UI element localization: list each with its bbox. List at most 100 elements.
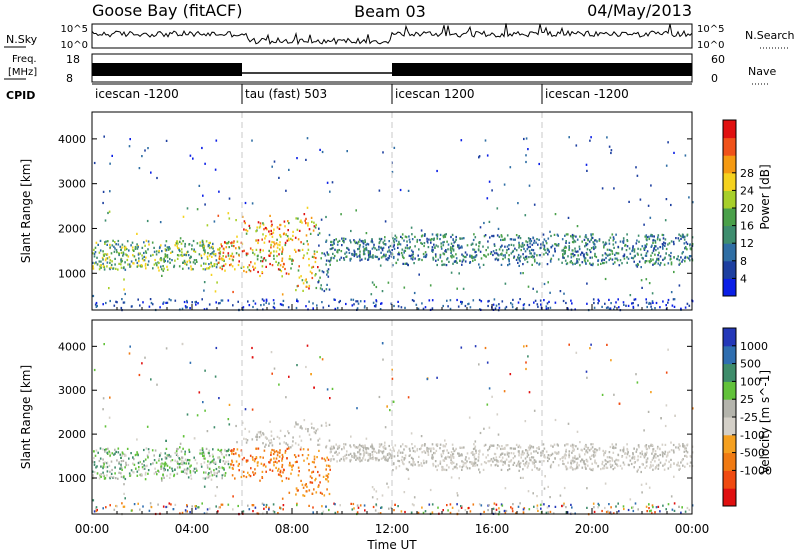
power-cell-1898 <box>182 261 184 264</box>
velocity-cell-1459 <box>403 448 405 451</box>
power-cell-1208 <box>565 240 567 243</box>
power-cell-695 <box>376 255 379 259</box>
power-cell-74 <box>306 240 308 243</box>
power-cell-953 <box>584 257 586 260</box>
velocity-cell-1935 <box>123 475 125 478</box>
velocity-cell-1239 <box>147 448 150 451</box>
velocity-cell-1542 <box>688 508 691 511</box>
velocity-cell-918 <box>107 447 109 450</box>
velocity-cell-1985 <box>636 448 638 451</box>
velocity-cell-817 <box>228 454 230 457</box>
power-cell-1126 <box>304 279 307 282</box>
velocity-cell-1252 <box>392 446 394 449</box>
velocity-cell-567 <box>689 465 691 468</box>
velocity-cell-1933 <box>161 458 163 461</box>
velocity-cell-2083 <box>499 453 502 456</box>
velocity-cell-1184 <box>518 444 521 447</box>
velocity-cell-111 <box>601 463 603 466</box>
velocity-cell-393 <box>275 466 277 469</box>
power-cell-1161 <box>369 252 371 255</box>
velocity-cell-2116 <box>394 503 396 506</box>
power-cell-583 <box>392 239 395 242</box>
velocity-cell-1417 <box>664 450 667 453</box>
velocity-cell-641 <box>283 441 285 444</box>
power-cell-756 <box>101 256 104 259</box>
velocity-cell-247 <box>488 460 490 463</box>
velocity-cell-1008 <box>227 503 230 506</box>
power-cell-120 <box>650 245 653 248</box>
velocity-cell-459 <box>581 449 583 452</box>
cpid-segment-1: tau (fast) 503 <box>245 87 327 101</box>
power-cell-1930 <box>181 254 183 257</box>
power-cell-189 <box>563 250 565 253</box>
power-cell-1108 <box>531 254 534 257</box>
power-cell-14 <box>318 227 320 230</box>
power-cell-1395 <box>497 259 499 262</box>
velocity-cell-653 <box>610 359 612 362</box>
power-cell-1917 <box>352 253 354 256</box>
velocity-cell-753 <box>100 465 102 468</box>
velocity-cell-555 <box>563 463 565 466</box>
power-cell-2034 <box>533 301 535 304</box>
power-cell-792 <box>618 306 620 309</box>
velocity-cell-1206 <box>390 457 393 460</box>
power-cell-643 <box>166 256 169 259</box>
velocity-cell-1590 <box>635 373 637 376</box>
velocity-cell-2001 <box>182 447 184 450</box>
velocity-cell-559 <box>313 461 315 464</box>
velocity-cell-1176 <box>245 438 247 441</box>
power-cell-1101 <box>643 223 645 226</box>
power-cell-2086 <box>585 252 588 256</box>
velocity-cell-1046 <box>273 367 276 370</box>
velocity-cell-2144 <box>208 467 211 470</box>
power-cell-1927 <box>216 263 218 266</box>
velocity-cell-527 <box>609 445 612 449</box>
velocity-cell-1477 <box>268 506 270 509</box>
velocity-cell-666 <box>369 453 371 456</box>
velocity-cell-1050 <box>144 471 147 474</box>
power-cell-730 <box>369 255 372 258</box>
power-cell-1817 <box>645 234 648 237</box>
power-cell-1500 <box>456 287 458 290</box>
velocity-cell-853 <box>571 449 574 452</box>
power-cell-2191 <box>498 306 501 309</box>
power-cell-1499 <box>381 290 384 293</box>
power-cell-280 <box>219 247 221 250</box>
velocity-cell-2092 <box>504 447 506 450</box>
power-cell-1075 <box>629 252 632 255</box>
velocity-cell-2003 <box>213 426 216 429</box>
power-cell-2135 <box>487 253 489 256</box>
power-cell-1086 <box>483 221 485 225</box>
power-cell-1444 <box>336 306 339 310</box>
velocity-cell-2194 <box>172 508 175 511</box>
velocity-cell-902 <box>617 453 619 456</box>
velocity-cell-1060 <box>683 450 686 453</box>
velocity-cell-1867 <box>189 465 191 468</box>
power-cell-1137 <box>611 250 613 253</box>
power-cell-1506 <box>204 203 206 206</box>
power-cell-1658 <box>95 301 98 305</box>
velocity-cell-1081 <box>160 452 162 455</box>
power-cell-1654 <box>217 302 220 305</box>
power-cell-1322 <box>350 229 352 233</box>
velocity-cell-1582 <box>637 508 639 511</box>
velocity-cell-1491 <box>653 454 656 457</box>
power-cell-675 <box>522 263 524 266</box>
power-cell-1985 <box>417 307 420 310</box>
velocity-cell-233 <box>495 503 498 506</box>
velocity-cell-1138 <box>654 460 656 463</box>
power-cell-1932 <box>255 230 257 233</box>
velocity-cell-636 <box>533 461 535 465</box>
velocity-cell-630 <box>404 510 406 514</box>
velocity-cell-2122 <box>549 454 551 457</box>
velocity-cell-1146 <box>681 459 683 462</box>
power-cell-1613 <box>502 238 504 241</box>
power-cell-1894 <box>525 257 528 260</box>
power-cell-1718 <box>270 229 272 232</box>
velocity-cell-1636 <box>362 444 364 448</box>
velocity-cell-2006 <box>315 491 318 494</box>
power-cell-1880 <box>277 268 280 271</box>
velocity-cell-261 <box>546 456 549 459</box>
velocity-cell-127 <box>420 462 423 465</box>
power-cell-1361 <box>262 233 264 236</box>
